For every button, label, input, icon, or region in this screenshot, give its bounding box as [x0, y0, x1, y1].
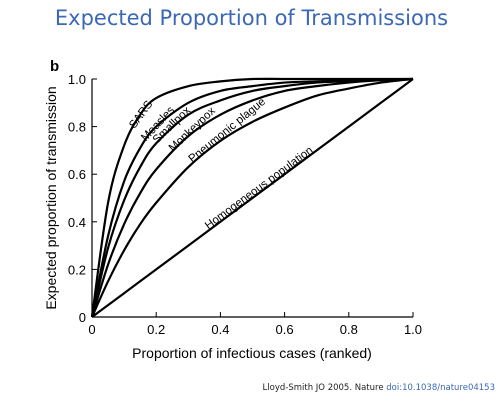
citation: Lloyd-Smith JO 2005. Nature doi:10.1038/… [263, 383, 495, 393]
y-tick-label: 0 [79, 310, 86, 325]
y-tick-label: 0.6 [68, 167, 86, 182]
x-tick-label: 0 [88, 322, 95, 337]
y-tick-label: 0.4 [68, 215, 86, 230]
panel-label: b [50, 58, 59, 75]
series-line-pneumonic-plague [90, 77, 414, 318]
x-tick-label: 0.2 [147, 322, 165, 337]
x-tick-label: 0.8 [340, 322, 358, 337]
chart-axes [91, 79, 413, 318]
series-line-smallpox [90, 77, 414, 318]
y-tick-label: 0.2 [68, 262, 86, 277]
doi-link[interactable]: doi:10.1038/nature04153 [386, 383, 495, 393]
series-line-sars [90, 77, 413, 318]
y-tick-label: 1.0 [68, 72, 86, 87]
citation-text: Lloyd-Smith JO 2005. Nature [262, 383, 387, 393]
x-axis-label: Proportion of infectious cases (ranked) [132, 345, 372, 361]
x-tick-label: 1.0 [404, 322, 422, 337]
series-line-monkeypox [90, 77, 414, 318]
chart-series-lines [90, 77, 414, 318]
x-tick-label: 0.6 [276, 322, 294, 337]
y-axis-label: Expected proportion of transmission [43, 86, 59, 309]
y-tick-label: 0.8 [68, 120, 86, 135]
series-line-measles [90, 77, 414, 318]
x-tick-label: 0.4 [211, 322, 229, 337]
chart-ticks: 0 0.2 0.4 0.6 0.8 1.0 0 0.2 0.4 0.6 0.8 1.0 [68, 72, 422, 337]
slide-title: Expected Proportion of Transmissions [54, 6, 449, 30]
series-line-homogeneous-population [91, 78, 414, 318]
series-label: Homogeneous population [203, 144, 315, 232]
